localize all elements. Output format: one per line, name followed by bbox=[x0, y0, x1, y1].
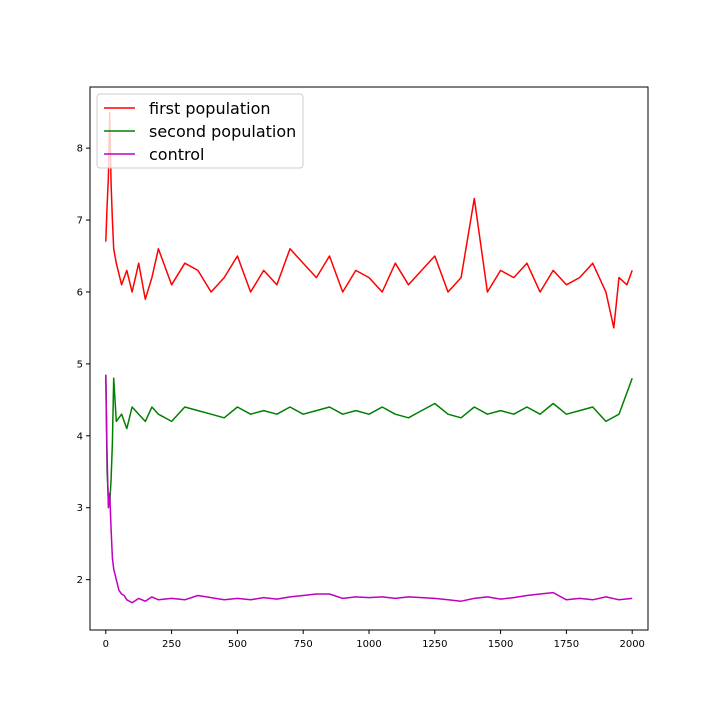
legend: first population second population control bbox=[96, 93, 304, 169]
y-tick-label: 4 bbox=[77, 431, 83, 442]
series-line-1 bbox=[105, 111, 633, 329]
x-tick-label: 1750 bbox=[554, 639, 579, 650]
series-layer bbox=[105, 111, 633, 604]
legend-label: control bbox=[149, 145, 204, 164]
y-tick-label: 7 bbox=[77, 216, 83, 227]
x-tick-label: 1250 bbox=[422, 639, 447, 650]
x-tick-label: 250 bbox=[162, 639, 181, 650]
x-tick-label: 1000 bbox=[356, 639, 381, 650]
series-line-3 bbox=[105, 374, 633, 604]
x-tick-label: 0 bbox=[103, 639, 109, 650]
legend-label: first population bbox=[149, 99, 271, 118]
axis-layer: 0 250 500 750 1000 1250 1500 1750 2000 2 3 4 5 6 7 8 bbox=[77, 144, 645, 650]
y-tick-label: 8 bbox=[77, 144, 83, 155]
x-tick-label: 500 bbox=[228, 639, 247, 650]
x-tick-label: 1500 bbox=[488, 639, 513, 650]
y-tick-label: 5 bbox=[77, 359, 83, 370]
x-tick-label: 750 bbox=[294, 639, 313, 650]
x-tick-label: 2000 bbox=[619, 639, 644, 650]
legend-label: second population bbox=[149, 122, 296, 141]
series-line-2 bbox=[105, 374, 633, 505]
y-tick-label: 2 bbox=[77, 575, 83, 586]
legend-box bbox=[96, 93, 304, 169]
y-tick-label: 6 bbox=[77, 287, 83, 298]
y-tick-label: 3 bbox=[77, 503, 83, 514]
